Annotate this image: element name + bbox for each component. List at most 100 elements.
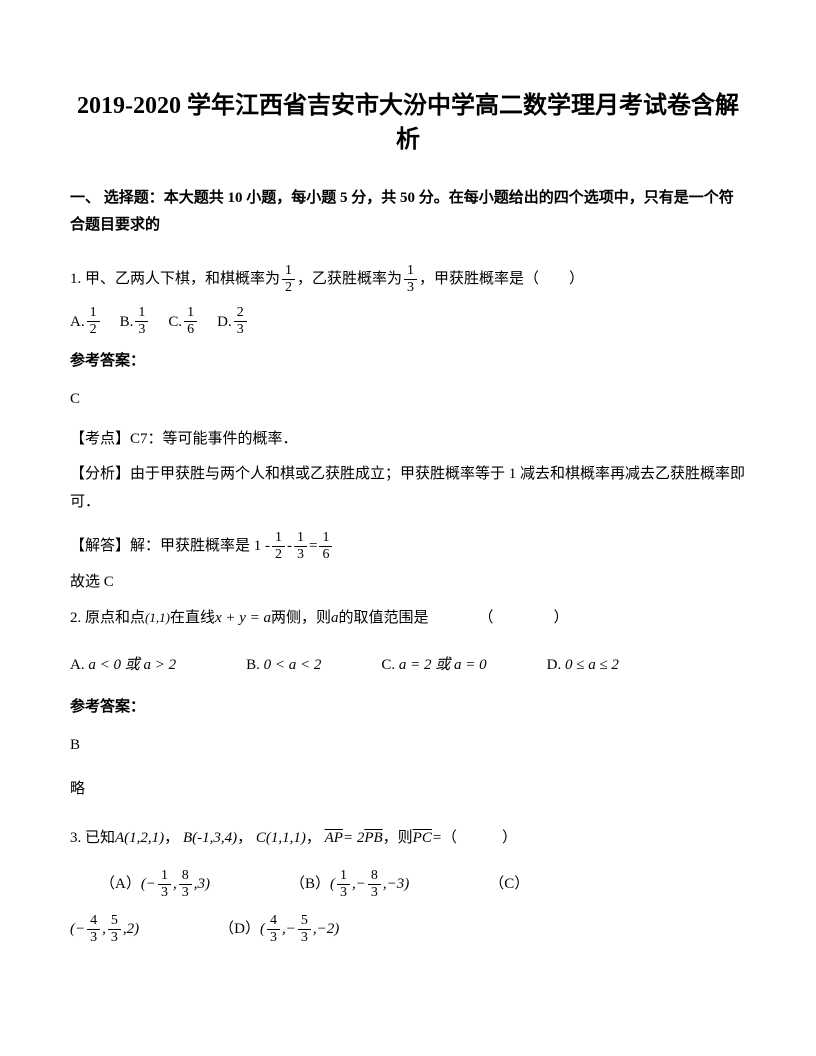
q3-C: C(1,1,1)	[256, 822, 306, 855]
den: 3	[158, 885, 171, 900]
section-heading: 一、 选择题：本大题共 10 小题，每小题 5 分，共 50 分。在每小题给出的…	[70, 185, 746, 239]
den: 6	[319, 547, 332, 562]
frac: 53	[108, 914, 121, 945]
num: 1	[135, 306, 148, 322]
eq2: = 2	[343, 822, 364, 855]
opt-math: a < 0 或 a > 2	[88, 657, 176, 673]
opt-math: 0 ≤ a ≤ 2	[565, 657, 619, 673]
frac: 2 3	[234, 306, 247, 337]
frac: 1 2	[87, 306, 100, 337]
q2-options: A. a < 0 或 a > 2 B. 0 < a < 2 C. a = 2 或…	[70, 653, 746, 677]
opt-label: D.	[547, 657, 562, 673]
comma: ，	[164, 822, 179, 855]
rp: ,2)	[123, 917, 139, 941]
num: 4	[87, 914, 100, 930]
num: 5	[298, 914, 311, 930]
opt-math: 0 < a < 2	[264, 657, 322, 673]
opt-label: A.	[70, 657, 85, 673]
opt-label: B.	[120, 310, 134, 334]
comma: ，则	[383, 822, 413, 855]
q2-lue: 略	[70, 775, 746, 804]
num: 1	[87, 306, 100, 322]
num: 1	[184, 306, 197, 322]
equals: =	[309, 532, 317, 561]
den: 3	[368, 885, 381, 900]
q1-text-b: ，乙获胜概率为	[297, 263, 402, 296]
den: 2	[282, 280, 295, 295]
den: 6	[184, 322, 197, 337]
num: 2	[234, 306, 247, 322]
jd-text: 【解答】解：甲获胜概率是 1 -	[70, 532, 270, 561]
opt-label: B.	[246, 657, 260, 673]
vec-AP: AP	[325, 822, 343, 855]
lp: (	[330, 872, 335, 896]
opt-label: A.	[70, 310, 85, 334]
rp: ,−2)	[313, 917, 339, 941]
page-title: 2019-2020 学年江西省吉安市大汾中学高二数学理月考试卷含解析	[70, 90, 746, 157]
q2-point: (1,1)	[145, 604, 170, 633]
ref-answer-label: 参考答案：	[70, 349, 746, 373]
lp: (−	[141, 872, 156, 896]
q3-options-row2: (− 43 , 53 ,2) （D） ( 43 ,− 53 ,−2)	[70, 914, 746, 945]
frac: 1 3	[135, 306, 148, 337]
q1-jieda: 【解答】解：甲获胜概率是 1 - 1 2 - 1 3 = 1 6	[70, 531, 746, 562]
q1-options: A. 1 2 B. 1 3 C. 1 6 D. 2 3	[70, 306, 746, 337]
comma: ,−	[352, 872, 366, 896]
q3-opt-c-val: (− 43 , 53 ,2)	[70, 914, 139, 945]
rp: ,3)	[194, 872, 210, 896]
vec-PC: PC	[413, 822, 432, 855]
frac: 1 6	[319, 531, 332, 562]
frac: 53	[298, 914, 311, 945]
q2-var: a	[331, 602, 339, 635]
q3-opt-d: （D） ( 43 ,− 53 ,−2)	[219, 914, 339, 945]
opt-label: D.	[217, 310, 232, 334]
q2-opt-c: C. a = 2 或 a = 0	[381, 653, 486, 677]
q3-opt-c: （C）	[489, 872, 529, 896]
q2-answer: B	[70, 733, 746, 757]
num: 4	[267, 914, 280, 930]
den: 3	[294, 547, 307, 562]
q3-A: A(1,2,1)	[115, 822, 164, 855]
q1-opt-c: C. 1 6	[168, 306, 199, 337]
num: 1	[319, 531, 332, 547]
num: 1	[272, 531, 285, 547]
frac-half: 1 2	[282, 264, 295, 295]
question-2: 2. 原点和点 (1,1) 在直线 x + y = a 两侧，则 a 的取值范围…	[70, 602, 746, 635]
den: 3	[179, 885, 192, 900]
num: 1	[294, 531, 307, 547]
q3-a: 3. 已知	[70, 822, 115, 855]
q1-text-c: ，甲获胜概率是（ ）	[419, 263, 584, 296]
q1-text-a: 1. 甲、乙两人下棋，和棋概率为	[70, 263, 280, 296]
den: 3	[337, 885, 350, 900]
den: 3	[404, 280, 417, 295]
num: 8	[179, 869, 192, 885]
q2-b: 在直线	[170, 602, 215, 635]
q1-opt-b: B. 1 3	[120, 306, 151, 337]
eqp: =	[432, 822, 442, 855]
ref-answer-label: 参考答案：	[70, 695, 746, 719]
num: 1	[282, 264, 295, 280]
question-1: 1. 甲、乙两人下棋，和棋概率为 1 2 ，乙获胜概率为 1 3 ，甲获胜概率是…	[70, 263, 746, 296]
den: 3	[298, 930, 311, 945]
comma: ,	[173, 872, 177, 896]
frac: 83	[368, 869, 381, 900]
opt-label: （B）	[290, 872, 330, 896]
q1-kaodian: 【考点】C7：等可能事件的概率．	[70, 425, 746, 454]
frac: 43	[87, 914, 100, 945]
minus: -	[287, 532, 292, 561]
q2-opt-d: D. 0 ≤ a ≤ 2	[547, 653, 619, 677]
vec-PB: PB	[364, 822, 382, 855]
q1-guxuan: 故选 C	[70, 568, 746, 597]
den: 3	[108, 930, 121, 945]
q1-opt-a: A. 1 2	[70, 306, 102, 337]
q3-B: B(-1,3,4)	[183, 822, 237, 855]
num: 1	[158, 869, 171, 885]
q3-opt-b: （B） ( 13 ,− 83 ,−3)	[290, 869, 409, 900]
q2-opt-a: A. a < 0 或 a > 2	[70, 653, 176, 677]
q3-opt-a: （A） (− 13 , 83 ,3)	[100, 869, 210, 900]
q2-d: 的取值范围是	[339, 602, 429, 635]
question-3: 3. 已知 A(1,2,1) ， B(-1,3,4) ， C(1,1,1) ， …	[70, 822, 746, 855]
opt-label: C.	[168, 310, 182, 334]
q1-fenxi: 【分析】由于甲获胜与两个人和棋或乙获胜成立；甲获胜概率等于 1 减去和棋概率再减…	[70, 460, 746, 517]
lp: (	[260, 917, 265, 941]
